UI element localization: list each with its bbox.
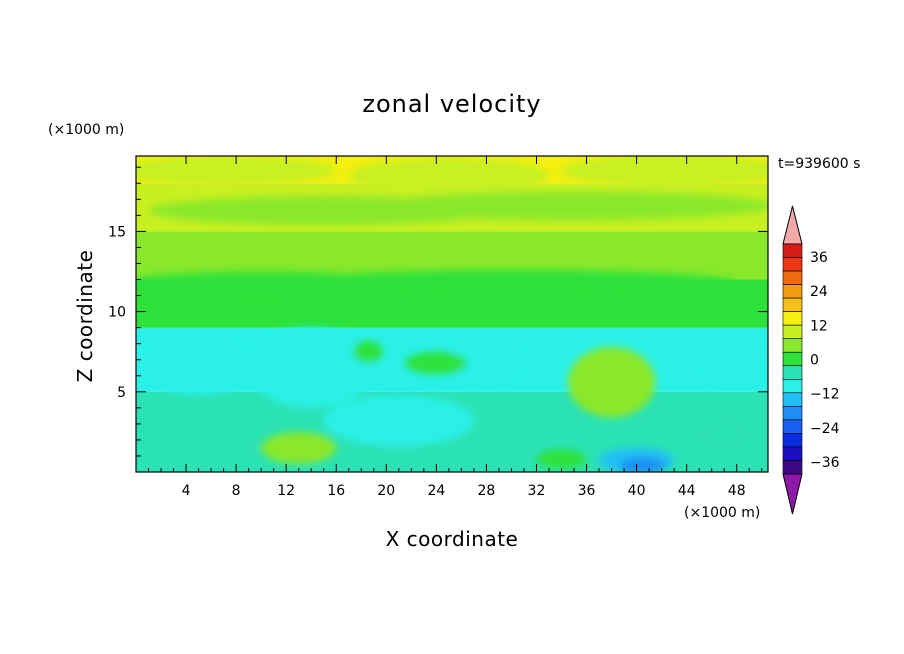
colorbar-segment xyxy=(782,365,803,380)
x-tick-label: 48 xyxy=(728,483,746,499)
colorbar-segment xyxy=(782,460,803,475)
field-feature-9 xyxy=(248,327,374,408)
y-tick-label: 5 xyxy=(117,385,126,401)
velocity-field xyxy=(136,156,768,472)
x-tick-label: 16 xyxy=(327,483,345,499)
colorbar-over-triangle xyxy=(782,205,803,245)
y-tick-label: 15 xyxy=(108,224,126,240)
x-tick-label: 40 xyxy=(628,483,646,499)
chart-title: zonal velocity xyxy=(362,90,541,118)
field-feature-18 xyxy=(352,340,383,363)
field-feature-11 xyxy=(567,346,656,418)
colorbar-label: −24 xyxy=(810,421,840,437)
colorbar-segment xyxy=(782,284,803,299)
field-feature-1 xyxy=(348,157,549,193)
field-feature-3 xyxy=(561,156,768,187)
x-axis: 4 8 12 16 20 24 28 32 36 40 44 48 xyxy=(148,156,763,499)
x-tick-label: 32 xyxy=(528,483,546,499)
colorbar-segment xyxy=(782,324,803,340)
y-axis: 5 10 15 xyxy=(108,166,768,457)
colorbar-under-triangle xyxy=(782,473,803,515)
field-feature-17 xyxy=(405,351,468,375)
field-feature-7 xyxy=(286,269,737,296)
field-feature-19 xyxy=(536,449,587,469)
colorbar-segment xyxy=(782,338,803,353)
x-tick-label: 28 xyxy=(478,483,496,499)
field-feature-5 xyxy=(373,191,768,221)
colorbar-label: 36 xyxy=(810,250,828,266)
colorbar-segment xyxy=(782,433,803,448)
colorbar-label: 0 xyxy=(810,353,819,369)
x-tick-label: 36 xyxy=(578,483,596,499)
z-unit-label: (×1000 m) xyxy=(48,122,124,138)
field-feature-8 xyxy=(148,337,249,396)
x-tick-label: 8 xyxy=(232,483,241,499)
colorbar: 36 24 12 0 −12 −24 −36 xyxy=(782,205,840,515)
y-tick-label: 10 xyxy=(108,305,126,321)
colorbar-segment xyxy=(782,270,803,285)
colorbar-label: 24 xyxy=(810,284,828,300)
x-tick-label: 4 xyxy=(182,483,191,499)
colorbar-segment xyxy=(782,406,803,421)
colorbar-label: 12 xyxy=(810,318,828,334)
x-tick-label: 20 xyxy=(377,483,395,499)
field-feature-10 xyxy=(323,395,474,447)
colorbar-segment xyxy=(782,311,803,326)
x-axis-title: X coordinate xyxy=(386,527,519,551)
colorbar-segment xyxy=(782,257,803,272)
colorbar-label: −36 xyxy=(810,455,840,471)
colorbar-segment xyxy=(782,392,803,407)
colorbar-segment xyxy=(782,351,803,367)
colorbar-segment xyxy=(782,419,803,434)
time-label: t=939600 s xyxy=(778,156,860,172)
field-feature-14 xyxy=(261,431,337,464)
colorbar-segment xyxy=(782,243,803,258)
plot-frame xyxy=(135,155,769,473)
x-tick-label: 12 xyxy=(277,483,295,499)
x-unit-label: (×1000 m) xyxy=(684,505,760,521)
field-feature-20 xyxy=(699,415,750,455)
field-feature-12 xyxy=(699,335,768,384)
field-feature-16 xyxy=(620,457,666,472)
field-feature-13 xyxy=(448,335,524,381)
colorbar-label: −12 xyxy=(810,387,840,403)
y-axis-title: Z coordinate xyxy=(73,250,97,383)
x-tick-label: 24 xyxy=(427,483,445,499)
colorbar-segment xyxy=(782,378,803,394)
field-features xyxy=(136,156,768,472)
x-tick-label: 44 xyxy=(678,483,696,499)
colorbar-segment xyxy=(782,446,803,461)
field-feature-0 xyxy=(136,156,337,185)
colorbar-segment xyxy=(782,297,803,312)
